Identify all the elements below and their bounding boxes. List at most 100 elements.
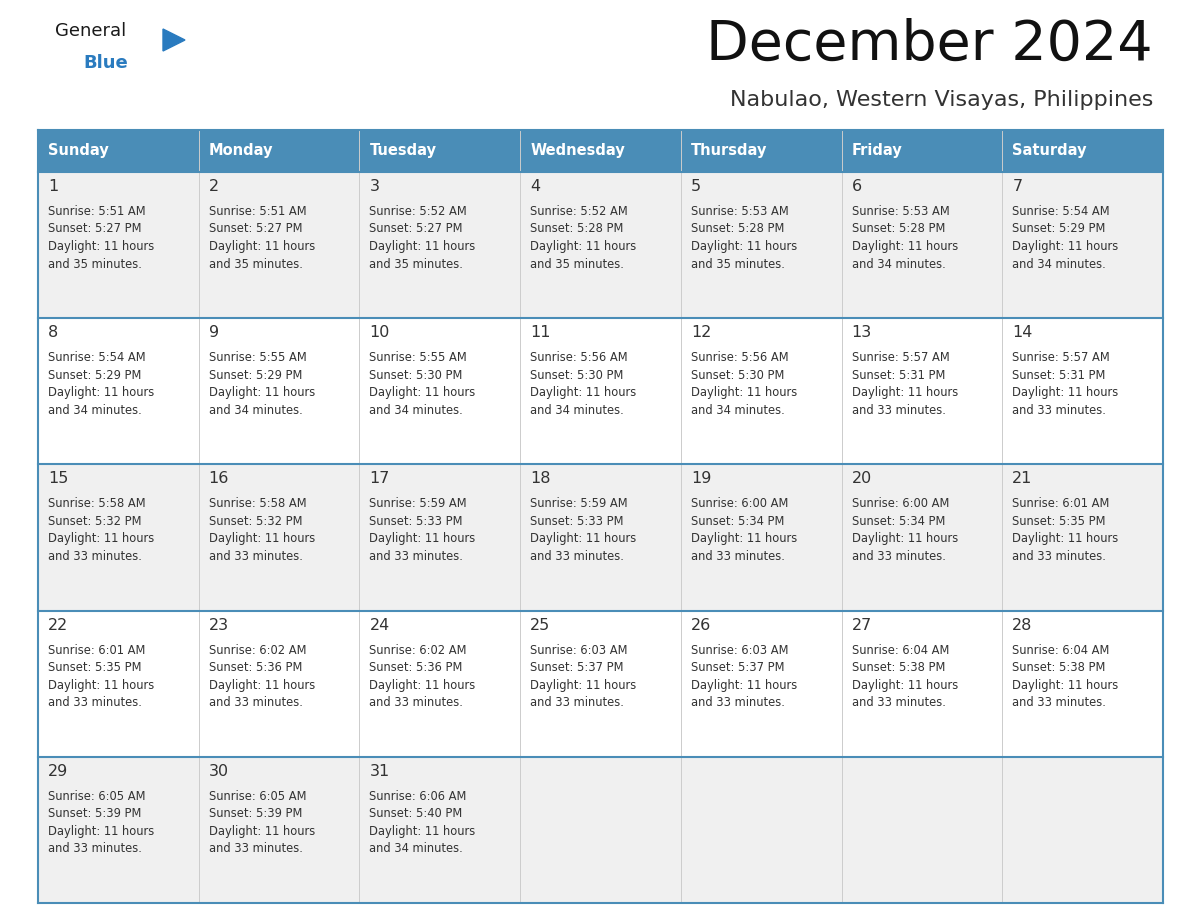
Text: Daylight: 11 hours: Daylight: 11 hours [369,386,475,399]
Text: Sunrise: 5:59 AM: Sunrise: 5:59 AM [369,498,467,510]
Text: and 33 minutes.: and 33 minutes. [1012,696,1106,709]
Text: 4: 4 [530,179,541,194]
Text: Sunrise: 5:57 AM: Sunrise: 5:57 AM [852,352,949,364]
Text: and 33 minutes.: and 33 minutes. [209,843,303,856]
Text: and 33 minutes.: and 33 minutes. [1012,550,1106,563]
Text: 11: 11 [530,325,551,341]
Text: Daylight: 11 hours: Daylight: 11 hours [369,678,475,691]
Text: Daylight: 11 hours: Daylight: 11 hours [530,386,637,399]
Text: Sunrise: 6:04 AM: Sunrise: 6:04 AM [852,644,949,656]
Text: and 35 minutes.: and 35 minutes. [369,258,463,271]
Text: Sunset: 5:37 PM: Sunset: 5:37 PM [691,661,784,674]
Text: and 33 minutes.: and 33 minutes. [369,696,463,709]
Text: Daylight: 11 hours: Daylight: 11 hours [1012,532,1119,545]
Text: Sunrise: 6:06 AM: Sunrise: 6:06 AM [369,789,467,803]
Text: and 34 minutes.: and 34 minutes. [369,843,463,856]
Text: Sunset: 5:27 PM: Sunset: 5:27 PM [48,222,141,236]
Text: Sunset: 5:33 PM: Sunset: 5:33 PM [369,515,463,528]
Text: Sunrise: 6:02 AM: Sunrise: 6:02 AM [209,644,307,656]
Text: 13: 13 [852,325,872,341]
Text: 31: 31 [369,764,390,778]
Text: Sunset: 5:34 PM: Sunset: 5:34 PM [691,515,784,528]
Text: 14: 14 [1012,325,1032,341]
Text: and 34 minutes.: and 34 minutes. [369,404,463,417]
Text: Sunrise: 5:54 AM: Sunrise: 5:54 AM [48,352,146,364]
Text: 24: 24 [369,618,390,633]
Text: Sunset: 5:39 PM: Sunset: 5:39 PM [48,807,141,821]
Text: Sunrise: 5:57 AM: Sunrise: 5:57 AM [1012,352,1110,364]
Text: 19: 19 [691,472,712,487]
Text: and 34 minutes.: and 34 minutes. [48,404,141,417]
Text: 10: 10 [369,325,390,341]
Bar [841,130,1003,172]
Text: Sunset: 5:31 PM: Sunset: 5:31 PM [1012,369,1106,382]
Text: Sunrise: 5:51 AM: Sunrise: 5:51 AM [209,205,307,218]
Text: 29: 29 [48,764,68,778]
Text: Daylight: 11 hours: Daylight: 11 hours [530,240,637,253]
Text: Wednesday: Wednesday [530,142,625,158]
Text: Sunset: 5:32 PM: Sunset: 5:32 PM [209,515,302,528]
Text: Sunrise: 5:59 AM: Sunrise: 5:59 AM [530,498,627,510]
Text: and 34 minutes.: and 34 minutes. [852,258,946,271]
Text: Sunrise: 6:00 AM: Sunrise: 6:00 AM [852,498,949,510]
Text: Sunset: 5:29 PM: Sunset: 5:29 PM [48,369,141,382]
Text: and 35 minutes.: and 35 minutes. [209,258,303,271]
Text: 7: 7 [1012,179,1023,194]
Text: and 34 minutes.: and 34 minutes. [691,404,784,417]
Text: Sunset: 5:28 PM: Sunset: 5:28 PM [691,222,784,236]
Text: and 33 minutes.: and 33 minutes. [1012,404,1106,417]
Text: Daylight: 11 hours: Daylight: 11 hours [48,824,154,838]
Text: Sunset: 5:36 PM: Sunset: 5:36 PM [209,661,302,674]
Text: Sunset: 5:38 PM: Sunset: 5:38 PM [852,661,944,674]
Text: 15: 15 [48,472,69,487]
Text: Daylight: 11 hours: Daylight: 11 hours [48,386,154,399]
Text: Sunset: 5:29 PM: Sunset: 5:29 PM [1012,222,1106,236]
Text: General: General [55,22,126,40]
Text: and 33 minutes.: and 33 minutes. [48,696,141,709]
Text: and 33 minutes.: and 33 minutes. [48,550,141,563]
Text: Daylight: 11 hours: Daylight: 11 hours [209,240,315,253]
Text: Daylight: 11 hours: Daylight: 11 hours [369,240,475,253]
Bar [520,130,681,172]
Text: and 33 minutes.: and 33 minutes. [48,843,141,856]
Text: 12: 12 [691,325,712,341]
Text: Daylight: 11 hours: Daylight: 11 hours [1012,678,1119,691]
Text: 1: 1 [48,179,58,194]
Text: Sunset: 5:30 PM: Sunset: 5:30 PM [530,369,624,382]
Text: Sunset: 5:39 PM: Sunset: 5:39 PM [209,807,302,821]
Text: Daylight: 11 hours: Daylight: 11 hours [209,532,315,545]
Text: Tuesday: Tuesday [369,142,436,158]
Text: Sunset: 5:37 PM: Sunset: 5:37 PM [530,661,624,674]
Bar [38,465,1163,610]
Text: and 34 minutes.: and 34 minutes. [530,404,624,417]
Text: Sunset: 5:32 PM: Sunset: 5:32 PM [48,515,141,528]
Text: Sunrise: 6:03 AM: Sunrise: 6:03 AM [530,644,627,656]
Text: Sunrise: 6:04 AM: Sunrise: 6:04 AM [1012,644,1110,656]
Bar [38,610,1163,756]
Text: 22: 22 [48,618,68,633]
Text: Sunrise: 6:03 AM: Sunrise: 6:03 AM [691,644,789,656]
Text: and 34 minutes.: and 34 minutes. [209,404,303,417]
Text: Sunday: Sunday [48,142,109,158]
Text: Sunrise: 5:55 AM: Sunrise: 5:55 AM [369,352,467,364]
Text: Sunset: 5:34 PM: Sunset: 5:34 PM [852,515,944,528]
Text: Daylight: 11 hours: Daylight: 11 hours [530,678,637,691]
Text: 21: 21 [1012,472,1032,487]
Text: Daylight: 11 hours: Daylight: 11 hours [852,678,958,691]
Text: Sunrise: 5:53 AM: Sunrise: 5:53 AM [852,205,949,218]
Text: and 33 minutes.: and 33 minutes. [691,696,785,709]
Bar [38,130,198,172]
Text: and 35 minutes.: and 35 minutes. [691,258,785,271]
Text: Daylight: 11 hours: Daylight: 11 hours [852,386,958,399]
Text: Daylight: 11 hours: Daylight: 11 hours [369,824,475,838]
Text: Sunset: 5:33 PM: Sunset: 5:33 PM [530,515,624,528]
Text: Sunrise: 6:05 AM: Sunrise: 6:05 AM [209,789,307,803]
Text: 26: 26 [691,618,712,633]
Text: 30: 30 [209,764,229,778]
Text: 28: 28 [1012,618,1032,633]
Text: 18: 18 [530,472,551,487]
Text: 6: 6 [852,179,861,194]
Text: Sunrise: 5:58 AM: Sunrise: 5:58 AM [48,498,146,510]
Text: Sunset: 5:38 PM: Sunset: 5:38 PM [1012,661,1106,674]
Text: 9: 9 [209,325,219,341]
